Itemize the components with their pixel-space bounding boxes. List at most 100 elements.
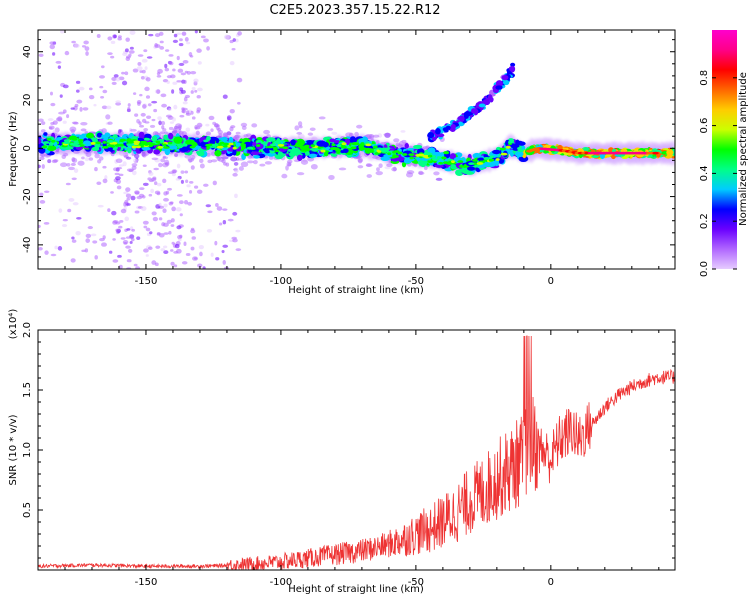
spectrogram-core — [387, 152, 392, 156]
x-tick-label: -150 — [135, 276, 158, 287]
spectrogram-speckle — [70, 258, 76, 263]
spectrogram-speckle — [126, 168, 135, 172]
spectrogram-speckle — [188, 189, 193, 194]
spectrogram-speckle — [88, 94, 95, 100]
spectrogram-speckle — [38, 247, 43, 251]
spectrogram-speckle — [172, 81, 178, 85]
spectrogram-speckle — [170, 261, 175, 266]
spectrogram-speckle — [113, 74, 119, 78]
spectrogram-speckle — [145, 77, 151, 82]
spectrogram-speckle — [212, 121, 217, 126]
spectrogram-speckle — [66, 114, 70, 119]
spectrogram-speckle — [190, 229, 196, 234]
spectrogram-speckle — [136, 195, 143, 200]
spectrogram-speckle — [70, 107, 75, 110]
spectrogram-core — [392, 150, 397, 154]
spectrogram-band-cell — [403, 158, 409, 164]
spectrogram-band-cell — [472, 152, 482, 159]
spectrogram-core — [368, 148, 374, 152]
spectrogram-band-cell — [290, 147, 301, 156]
snr-panel: -150 -100 -50 0 0.5 1.0 1.5 2.0 Height of stra… — [8, 309, 676, 595]
spectrogram-speckle — [120, 237, 126, 240]
spectrogram-branch-cell — [478, 103, 486, 108]
spectrogram-speckle — [231, 236, 238, 240]
spectrogram-speckle — [119, 219, 124, 223]
spectrogram-speckle — [74, 103, 79, 108]
spectrogram-speckle — [136, 118, 140, 124]
spectrogram-speckle — [237, 31, 242, 36]
spectrogram-speckle — [151, 100, 158, 104]
snr-y-ticks: 0.5 1.0 1.5 2.0 — [22, 322, 675, 559]
spectrogram-speckle — [39, 156, 45, 160]
y-tick-label: 20 — [22, 94, 33, 107]
spectrogram-speckle — [309, 127, 316, 131]
spectrogram-speckle — [132, 68, 139, 73]
spectrogram-speckle — [125, 193, 132, 199]
spectrogram-speckle — [57, 246, 63, 251]
snr-x-label: Height of straight line (km) — [288, 584, 424, 595]
spectrogram-speckle — [161, 222, 166, 227]
spectrogram-speckle — [167, 187, 172, 191]
spectrogram-speckle — [156, 72, 161, 76]
spectrogram-speckle — [168, 230, 172, 235]
spectrogram-speckle — [110, 55, 115, 59]
spectrogram-speckle — [126, 197, 131, 201]
spectrogram-speckle — [158, 120, 162, 126]
spectrogram-speckle — [196, 122, 203, 128]
spectrogram-core — [77, 138, 84, 142]
spectrogram-speckle — [179, 114, 185, 118]
spectrogram-speckle — [189, 55, 194, 58]
spectrogram-speckle — [153, 108, 158, 113]
spectrogram-speckle — [137, 61, 142, 66]
spectrogram-speckle — [206, 228, 213, 233]
spectrogram-speckle — [41, 121, 46, 125]
spectrogram-core — [131, 145, 137, 149]
spectrogram-speckle — [141, 69, 146, 74]
spectrogram-speckle — [52, 52, 56, 56]
spectrogram-speckle — [200, 35, 206, 39]
spectrogram-band-cell — [214, 150, 222, 157]
spectrogram-speckle — [76, 89, 80, 93]
spectrogram-speckle — [207, 159, 213, 164]
spectrogram-speckle — [50, 253, 57, 257]
y-tick-label: -20 — [22, 188, 33, 204]
colorbar-tick-label: 0.2 — [699, 213, 710, 229]
spectrogram-speckle — [107, 121, 113, 125]
spectrogram-core — [365, 143, 372, 147]
spectrogram-speckle — [142, 164, 147, 168]
spectrogram-speckle — [183, 199, 189, 205]
spectrogram-speckle — [38, 224, 41, 228]
spectrogram-speckle — [66, 162, 71, 167]
spectrogram-speckle — [99, 237, 105, 242]
spectrogram-speckle — [140, 76, 145, 80]
spectrogram-speckle — [156, 89, 161, 94]
spectrogram-speckle — [137, 54, 144, 57]
spectrogram-core — [101, 145, 109, 149]
spectrogram-core — [409, 156, 414, 160]
spectrogram-speckle — [156, 182, 162, 187]
spectrogram-core — [269, 143, 277, 147]
spectrogram-speckle — [375, 171, 383, 176]
spectrogram-speckle — [115, 77, 121, 82]
spectrogram-speckle — [227, 218, 234, 222]
spectrogram-speckle — [115, 158, 123, 164]
spectrogram-speckle — [113, 167, 119, 172]
spectrogram-x-ticks: -150 -100 -50 0 — [64, 30, 660, 287]
spectrogram-core — [273, 146, 278, 150]
spectrogram-core — [191, 142, 197, 146]
spectrogram-speckle — [58, 208, 63, 213]
spectrogram-core — [42, 145, 48, 149]
spectrogram-speckle — [135, 266, 141, 269]
spectrogram-speckle — [39, 200, 46, 204]
spectrogram-speckle — [372, 134, 380, 138]
spectrogram-speckle — [176, 163, 181, 169]
spectrogram-band-cell — [351, 141, 360, 146]
spectrogram-speckle — [173, 264, 178, 268]
spectrogram-core — [191, 144, 196, 148]
spectrogram-speckle — [76, 216, 82, 220]
spectrogram-speckle — [170, 74, 176, 79]
spectrogram-speckle — [251, 123, 258, 128]
spectrogram-speckle — [184, 37, 189, 42]
spectrogram-speckle — [73, 168, 79, 173]
spectrogram-speckle — [168, 54, 174, 57]
